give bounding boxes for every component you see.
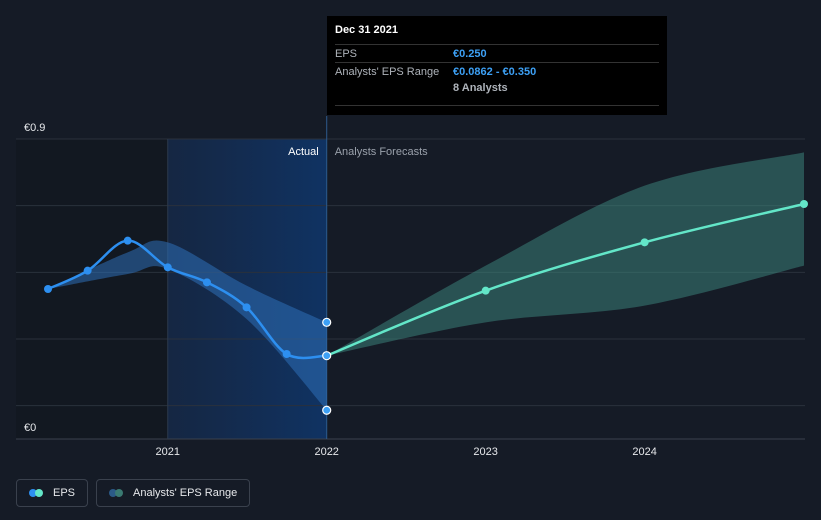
x-axis-tick-2022: 2022: [314, 446, 338, 458]
eps-point-forecast: [800, 200, 808, 208]
legend-dot-actual: [29, 489, 37, 497]
tooltip-row-range: Analysts' EPS Range €0.0862 - €0.350: [335, 62, 659, 80]
tooltip-row-eps: EPS €0.250: [335, 44, 659, 62]
tooltip-divider: [335, 105, 659, 106]
section-label-actual: Actual: [288, 146, 319, 158]
legend-dot-range-actual: [109, 489, 118, 497]
chart-legend: EPS Analysts' EPS Range: [16, 479, 251, 507]
legend-label-eps-range: Analysts' EPS Range: [133, 487, 238, 499]
tooltip-eps-value: €0.250: [453, 47, 487, 60]
x-axis-tick-2023: 2023: [473, 446, 497, 458]
legend-dot-forecast: [35, 489, 43, 497]
legend-item-eps-range[interactable]: Analysts' EPS Range: [96, 479, 251, 507]
tooltip-row-analysts: 8 Analysts: [335, 80, 659, 96]
tooltip-eps-label: EPS: [335, 47, 358, 60]
past-background: [16, 139, 168, 439]
eps-point-actual: [202, 278, 211, 287]
x-axis-tick-2021: 2021: [156, 446, 180, 458]
tooltip-range-value: €0.0862 - €0.350: [453, 65, 537, 78]
eps-marker: [322, 351, 332, 361]
x-axis-tick-2024: 2024: [632, 446, 656, 458]
tooltip: Dec 31 2021 EPS €0.250 Analysts' EPS Ran…: [327, 16, 667, 115]
eps-point-actual: [242, 303, 251, 312]
y-axis-label-bottom: €0: [24, 422, 36, 434]
legend-swatch-range-icon: [109, 489, 125, 497]
section-label-forecast: Analysts Forecasts: [335, 146, 428, 158]
tooltip-analysts-count: 8 Analysts: [453, 82, 508, 94]
legend-label-eps: EPS: [53, 487, 76, 499]
eps-point-actual: [44, 285, 52, 293]
tooltip-date: Dec 31 2021: [335, 24, 398, 36]
eps-point-forecast: [640, 238, 649, 247]
eps-point-actual: [163, 263, 172, 272]
range-high-marker: [322, 317, 332, 327]
y-axis-label-top: €0.9: [24, 122, 45, 134]
legend-dot-range-forecast: [115, 489, 124, 497]
eps-point-actual: [83, 266, 92, 275]
eps-point-actual: [282, 350, 291, 358]
range-low-marker: [322, 405, 332, 415]
eps-line-forecast: [326, 202, 805, 357]
tooltip-range-label: Analysts' EPS Range: [335, 65, 440, 78]
legend-item-eps[interactable]: EPS: [16, 479, 89, 507]
eps-point-forecast: [481, 286, 490, 295]
eps-point-actual: [123, 236, 132, 245]
legend-swatch-eps-icon: [29, 489, 45, 497]
eps-line-actual: [47, 239, 327, 360]
